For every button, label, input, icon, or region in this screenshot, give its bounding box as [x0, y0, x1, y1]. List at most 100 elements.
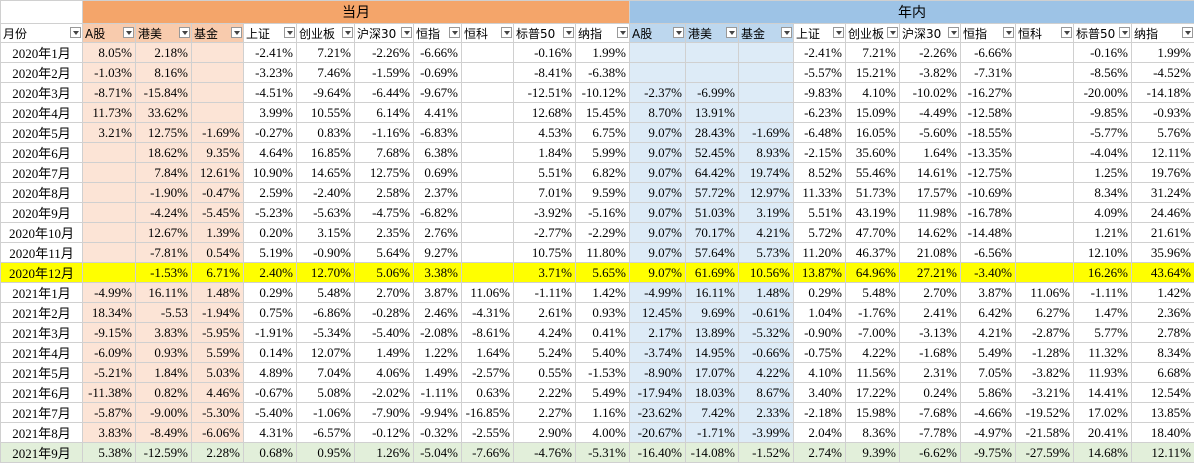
value-cell: 4.09%	[1073, 202, 1132, 223]
value-cell	[461, 82, 514, 103]
filter-button[interactable]	[833, 27, 844, 38]
value-cell: -6.57%	[296, 422, 355, 443]
value-cell: -7.68%	[899, 402, 961, 423]
value-cell: -1.52%	[738, 442, 794, 463]
data-row: 2021年3月 -9.15% 3.83% -5.95% -1.91% -5.34% -5.4…	[0, 322, 1194, 343]
filter-button[interactable]	[342, 27, 353, 38]
filter-button[interactable]	[726, 27, 737, 38]
value-cell: 7.46%	[296, 62, 355, 83]
column-header: 标普50	[1073, 23, 1132, 43]
value-cell: -4.24%	[135, 202, 192, 223]
column-header: 恒指	[960, 23, 1016, 43]
value-cell: -1.11%	[413, 382, 462, 403]
data-row: 2020年11月 -7.81% 0.54% 5.19% -0.90% 5.64% 9.27%…	[0, 242, 1194, 263]
value-cell: -5.45%	[191, 202, 244, 223]
value-cell: 14.68%	[1073, 442, 1132, 463]
value-cell: 0.29%	[243, 282, 297, 303]
value-cell: 2.17%	[629, 322, 686, 343]
value-cell: 12.70%	[296, 262, 355, 283]
value-cell: 7.21%	[296, 42, 355, 63]
value-cell: -0.93%	[1131, 102, 1194, 123]
value-cell: 70.17%	[685, 222, 739, 243]
value-cell: -5.63%	[296, 202, 355, 223]
value-cell: 11.33%	[793, 182, 846, 203]
filter-button[interactable]	[673, 27, 684, 38]
value-cell: -6.38%	[575, 62, 630, 83]
month-cell: 2021年4月	[0, 342, 83, 363]
value-cell: 0.54%	[191, 242, 244, 263]
value-cell: -20.67%	[629, 422, 686, 443]
filter-button[interactable]	[617, 27, 628, 38]
value-cell: 9.07%	[629, 162, 686, 183]
month-cell: 2020年2月	[0, 62, 83, 83]
filter-button[interactable]	[70, 27, 81, 38]
filter-button[interactable]	[948, 27, 959, 38]
value-cell: -9.83%	[793, 82, 846, 103]
filter-button[interactable]	[179, 27, 190, 38]
filter-button[interactable]	[401, 27, 412, 38]
value-cell: 9.07%	[629, 202, 686, 223]
column-header: 恒科	[461, 23, 514, 43]
value-cell: 2.33%	[738, 402, 794, 423]
value-cell: -2.37%	[629, 82, 686, 103]
filter-button[interactable]	[231, 27, 242, 38]
value-cell: 18.40%	[1131, 422, 1194, 443]
value-cell: 5.08%	[296, 382, 355, 403]
value-cell: 5.72%	[793, 222, 846, 243]
value-cell: 1.64%	[899, 142, 961, 163]
value-cell: -7.31%	[960, 62, 1016, 83]
data-row: 2020年10月 12.67% 1.39% 0.20% 3.15% 2.35% 2.76% -…	[0, 222, 1194, 243]
value-cell: -5.40%	[243, 402, 297, 423]
value-cell: -2.57%	[461, 362, 514, 383]
value-cell: 3.83%	[82, 422, 136, 443]
value-cell: 19.76%	[1131, 162, 1194, 183]
value-cell: 3.83%	[135, 322, 192, 343]
value-cell: -16.85%	[461, 402, 514, 423]
month-cell: 2020年4月	[0, 102, 83, 123]
value-cell	[738, 102, 794, 123]
value-cell: 5.49%	[575, 382, 630, 403]
value-cell: -1.71%	[685, 422, 739, 443]
filter-button[interactable]	[1182, 27, 1193, 38]
filter-button[interactable]	[123, 27, 134, 38]
value-cell: -2.18%	[793, 402, 846, 423]
value-cell: 64.42%	[685, 162, 739, 183]
value-cell: 10.75%	[513, 242, 576, 263]
value-cell: -5.53	[135, 302, 192, 323]
value-cell: 6.38%	[413, 142, 462, 163]
value-cell: 5.48%	[845, 282, 900, 303]
filter-button[interactable]	[1003, 27, 1014, 38]
value-cell: 0.68%	[243, 442, 297, 463]
value-cell: -9.15%	[82, 322, 136, 343]
value-cell: -8.61%	[461, 322, 514, 343]
column-header: 港美	[135, 23, 192, 43]
filter-button[interactable]	[563, 27, 574, 38]
filter-button[interactable]	[449, 27, 460, 38]
filter-button[interactable]	[1119, 27, 1130, 38]
filter-button[interactable]	[284, 27, 295, 38]
value-cell: -1.91%	[243, 322, 297, 343]
data-row: 2021年1月 -4.99% 16.11% 1.48% 0.29% 5.48% 2.70% 3…	[0, 282, 1194, 303]
value-cell: 7.04%	[296, 362, 355, 383]
value-cell: -0.12%	[354, 422, 414, 443]
value-cell: -27.59%	[1015, 442, 1074, 463]
value-cell: -2.87%	[1015, 322, 1074, 343]
value-cell: 7.68%	[354, 142, 414, 163]
value-cell	[191, 42, 244, 63]
filter-button[interactable]	[501, 27, 512, 38]
column-header: 沪深30	[899, 23, 961, 43]
filter-button[interactable]	[1061, 27, 1072, 38]
data-row: 2020年2月 -1.03% 8.16% -3.23% 7.46% -1.59% -0.69…	[0, 62, 1194, 83]
value-cell: 5.38%	[82, 442, 136, 463]
value-cell: 1.22%	[413, 342, 462, 363]
value-cell: -4.49%	[899, 102, 961, 123]
value-cell: 11.98%	[899, 202, 961, 223]
value-cell: -6.44%	[354, 82, 414, 103]
value-cell: 2.59%	[243, 182, 297, 203]
filter-button[interactable]	[887, 27, 898, 38]
value-cell: -6.62%	[899, 442, 961, 463]
filter-button[interactable]	[781, 27, 792, 38]
value-cell: 0.82%	[135, 382, 192, 403]
value-cell	[629, 62, 686, 83]
